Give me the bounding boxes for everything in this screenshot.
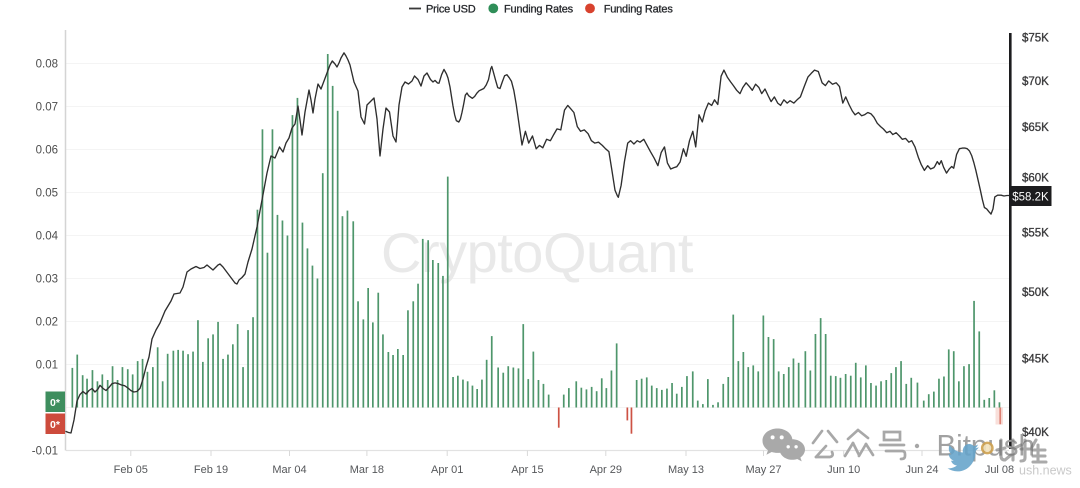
svg-text:Jun 10: Jun 10: [827, 464, 860, 476]
svg-text:Feb 19: Feb 19: [194, 464, 228, 476]
svg-text:ush.news: ush.news: [1019, 464, 1072, 478]
svg-text:-0.01: -0.01: [32, 446, 58, 458]
svg-text:0.04: 0.04: [36, 231, 59, 243]
svg-text:Apr 29: Apr 29: [590, 464, 622, 476]
svg-text:0*: 0*: [50, 397, 61, 409]
svg-text:0*: 0*: [50, 419, 61, 431]
svg-text:0.02: 0.02: [36, 317, 58, 329]
svg-text:$65K: $65K: [1022, 122, 1049, 134]
svg-text:Price USD: Price USD: [426, 4, 476, 16]
svg-text:Jun 24: Jun 24: [905, 464, 938, 476]
svg-text:Feb 05: Feb 05: [114, 464, 148, 476]
svg-text:0.07: 0.07: [36, 102, 58, 114]
svg-text:0.05: 0.05: [36, 188, 58, 200]
svg-text:Mar 18: Mar 18: [350, 464, 384, 476]
svg-text:$40K: $40K: [1022, 427, 1049, 439]
svg-text:$70K: $70K: [1022, 76, 1049, 88]
svg-text:Apr 01: Apr 01: [431, 464, 463, 476]
svg-text:0.06: 0.06: [36, 145, 58, 157]
svg-text:0.03: 0.03: [36, 274, 58, 286]
svg-text:0.01: 0.01: [36, 360, 58, 372]
svg-text:$60K: $60K: [1022, 173, 1049, 185]
svg-text:May 13: May 13: [668, 464, 704, 476]
svg-text:0.08: 0.08: [36, 59, 58, 71]
svg-text:Mar 04: Mar 04: [272, 464, 306, 476]
svg-text:$50K: $50K: [1022, 287, 1049, 299]
svg-text:$55K: $55K: [1022, 228, 1049, 240]
svg-text:$75K: $75K: [1022, 33, 1049, 45]
svg-text:$45K: $45K: [1022, 354, 1049, 366]
svg-text:Funding Rates: Funding Rates: [604, 4, 674, 16]
svg-text:May 27: May 27: [745, 464, 781, 476]
svg-text:Jul 08: Jul 08: [985, 464, 1014, 476]
svg-text:Apr 15: Apr 15: [511, 464, 543, 476]
svg-text:Funding Rates: Funding Rates: [504, 4, 574, 16]
svg-text:$58.2K: $58.2K: [1012, 192, 1049, 204]
